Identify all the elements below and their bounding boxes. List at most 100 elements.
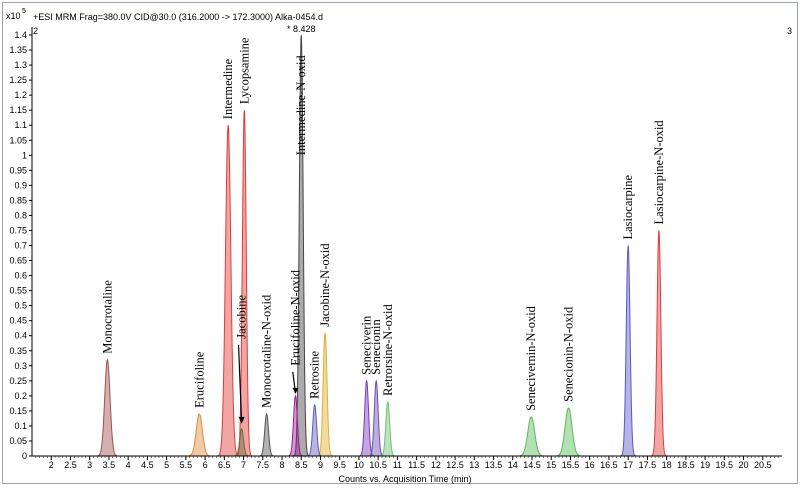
- x-tick-label: 14: [508, 460, 518, 470]
- header-bar: [3, 3, 797, 24]
- x-tick-label: 4.5: [141, 460, 154, 470]
- y-tick-label: 0.55: [9, 286, 27, 296]
- y-tick-label: 0.5: [14, 301, 27, 311]
- x-tick-label: 17: [623, 460, 633, 470]
- x-tick-label: 3: [87, 460, 92, 470]
- peak-retrorsine-n-oxid: [379, 400, 396, 457]
- x-tick-label: 11.5: [408, 460, 425, 470]
- x-tick-label: 20: [739, 460, 749, 470]
- x-tick-label: 13: [469, 460, 479, 470]
- peak-label-lycopsamine: Lycopsamine: [237, 37, 251, 104]
- erucifoline-n-oxid-arrowhead: [292, 387, 299, 394]
- y-tick-label: 0.45: [9, 316, 27, 326]
- peak-label-lasiocarpine: Lasiocarpine: [621, 174, 635, 239]
- y-tick-label: 0.65: [9, 256, 27, 266]
- y-tick-label: 0.2: [14, 391, 27, 401]
- x-tick-label: 12.5: [446, 460, 464, 470]
- x-tick-label: 19: [700, 460, 710, 470]
- x-tick-label: 19.5: [716, 460, 734, 470]
- peak-label-seneciverin: Seneciverin: [360, 315, 374, 375]
- peak-lasiocarpine: [619, 245, 637, 457]
- peak-erucifoline-n-oxid: [287, 394, 304, 457]
- jacobine-arrow: [237, 344, 243, 423]
- x-tick-label: 5.5: [180, 460, 193, 470]
- y-tick-label: 1.15: [9, 105, 27, 115]
- peak-monocrotaline-n-oxid: [258, 413, 275, 457]
- peak-label-monocrotaline-n-oxid: Monocrotaline-N-oxid: [260, 294, 274, 408]
- peak-intermedine: [216, 125, 240, 457]
- y-tick-label: 0.35: [9, 346, 27, 356]
- x-tick-label: 8.5: [295, 460, 308, 470]
- x-tick-label: 2: [49, 460, 54, 470]
- x-tick-label: 15.5: [562, 460, 580, 470]
- peaks-layer: [96, 34, 668, 457]
- y-tick-label: 0.05: [9, 436, 27, 446]
- peak-label-jacobine-n-oxid: Jacobine-N-oxid: [318, 243, 332, 327]
- peak-erucifoline: [186, 413, 213, 457]
- y-tick-label: 0.8: [14, 210, 27, 220]
- peak-monocrotaline: [96, 358, 119, 457]
- x-tick-label: 7.5: [257, 460, 270, 470]
- y-tick-label: 1.4: [14, 30, 27, 40]
- y-tick-label: 0.9: [14, 180, 27, 190]
- x-axis-label: Counts vs. Acquisition Time (min): [338, 474, 471, 484]
- peak-label-retrorsine-n-oxid: Retrorsine-N-oxid: [381, 303, 395, 395]
- peak-label-senecionin: Senecionin: [369, 319, 383, 375]
- y-tick-label: 1.25: [9, 75, 27, 85]
- y-tick-label: 0.7: [14, 241, 27, 251]
- chromatogram-title: +ESI MRM Frag=380.0V CID@30.0 (316.2000 …: [33, 12, 323, 22]
- peak-label-erucifoline-n-oxid: Erucifoline-N-oxid: [288, 269, 302, 366]
- x-tick-label: 16: [585, 460, 595, 470]
- peak-labels-layer: Monocrotaline Erucifoline Intermedine Jacob…: [100, 37, 666, 424]
- x-tick-label: 8: [279, 460, 284, 470]
- x-tick-label: 2.5: [64, 460, 77, 470]
- peak-lasiocarpine-n-oxid: [650, 230, 668, 457]
- peak-label-senecionin-n-oxid: Senecionin-N-oxid: [562, 306, 576, 402]
- x-tick-label: 12: [431, 460, 441, 470]
- y-tick-label: 1.3: [14, 60, 27, 70]
- peak-label-intermedine-n-oxid: Intermedine-N-oxid: [294, 55, 308, 156]
- x-tick-label: 7: [241, 460, 246, 470]
- x-tick-label: 5: [164, 460, 169, 470]
- peak-intermedine-n-oxid: [293, 34, 310, 457]
- peak-label-erucifoline: Erucifoline: [192, 351, 206, 408]
- peak-senecivernin-n-oxid: [516, 416, 546, 457]
- x-tick-label: 11: [393, 460, 402, 470]
- y-tick-label: 1.2: [14, 90, 27, 100]
- x-tick-label: 6.5: [218, 460, 231, 470]
- peak-label-senecivernin-n-oxid: Senecivernin-N-oxid: [524, 305, 538, 411]
- scale-prefix: x10: [6, 11, 21, 21]
- x-tick-label: 13.5: [485, 460, 503, 470]
- y-tick-label: 0.25: [9, 376, 27, 386]
- x-tick-label: 20.5: [754, 460, 772, 470]
- apex-annotation: * 8.428: [287, 24, 316, 34]
- y-tick-label: 1.05: [9, 135, 27, 145]
- y-tick-label: 1.1: [14, 120, 27, 130]
- x-tick-label: 6: [203, 460, 208, 470]
- x-tick-label: 14.5: [523, 460, 541, 470]
- peak-retrosine: [306, 403, 323, 457]
- peak-label-retrosine: Retrosine: [308, 351, 322, 399]
- y-tick-label: 0.1: [14, 421, 27, 431]
- scale-exponent: 5: [22, 8, 26, 15]
- y-tick-label: 0.15: [9, 406, 27, 416]
- y-tick-label: 0.75: [9, 225, 27, 235]
- x-tick-label: 17.5: [639, 460, 657, 470]
- x-tick-label: 10: [354, 460, 364, 470]
- y-tick-label: 0.6: [14, 271, 27, 281]
- y-tick-label: 0.4: [14, 331, 27, 341]
- peak-label-jacobine: Jacobine: [235, 295, 249, 339]
- y-tick-label: 1.35: [9, 45, 27, 55]
- peak-label-lasiocarpine-n-oxid: Lasiocarpine-N-oxid: [652, 120, 666, 225]
- x-tick-label: 9.5: [333, 460, 346, 470]
- segment-marker-left: 2: [33, 26, 38, 36]
- x-tick-label: 4: [126, 460, 131, 470]
- y-tick-label: 0.3: [14, 361, 27, 371]
- peak-jacobine-n-oxid: [316, 332, 334, 457]
- x-tick-label: 18.5: [677, 460, 695, 470]
- x-tick-label: 3.5: [103, 460, 116, 470]
- x-tick-label: 18: [662, 460, 672, 470]
- axes-layer: 0 0.05 0.1 0.15 0.2 0.25 0.3 0.35 0.4 0.45 0.5 0.55…: [9, 27, 782, 470]
